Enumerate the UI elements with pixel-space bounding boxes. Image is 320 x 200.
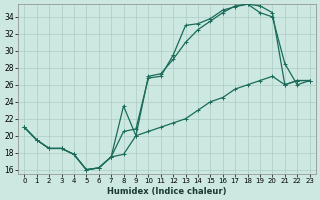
X-axis label: Humidex (Indice chaleur): Humidex (Indice chaleur) xyxy=(107,187,227,196)
